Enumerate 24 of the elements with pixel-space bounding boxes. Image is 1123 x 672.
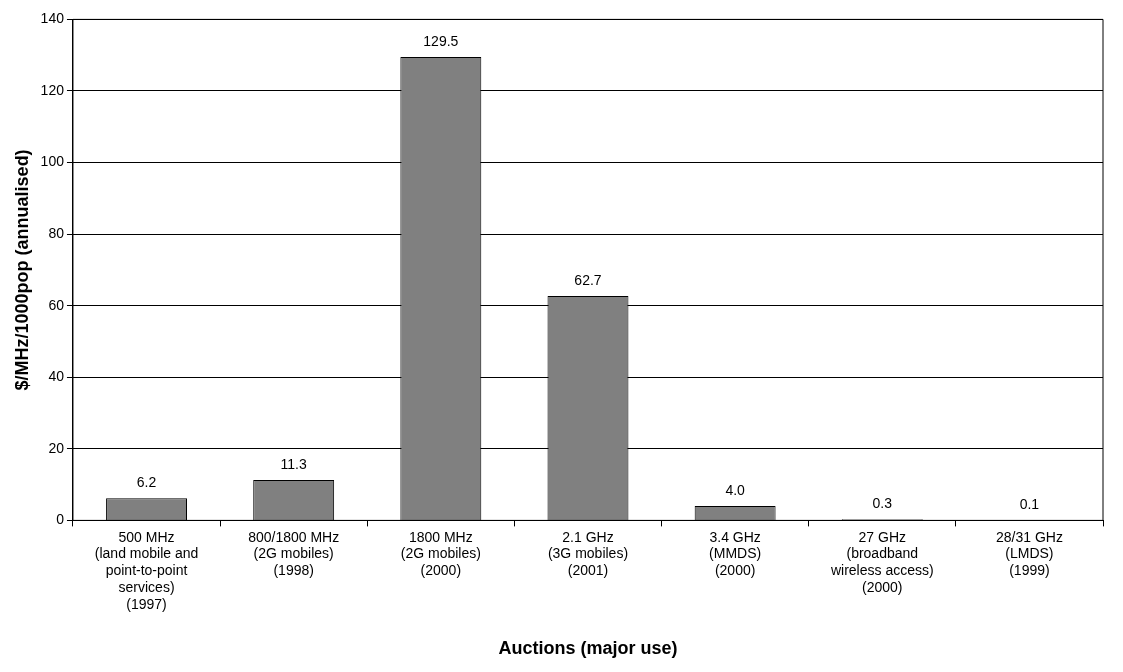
data-label: 62.7 bbox=[574, 271, 602, 288]
y-tick-label: 60 bbox=[48, 296, 65, 313]
x-tick-label: 3.4 GHz (MMDS) (2000) bbox=[709, 528, 762, 579]
y-tick-label: 20 bbox=[48, 439, 65, 456]
y-axis-title: $/MHz/1000pop (annualised) bbox=[11, 149, 32, 391]
y-tick-label: 100 bbox=[40, 153, 65, 170]
data-label: 6.2 bbox=[136, 474, 157, 491]
x-tick-label: 28/31 GHz (LMDS) (1999) bbox=[995, 528, 1063, 579]
x-axis-title: Auctions (major use) bbox=[498, 638, 678, 659]
data-label: 0.3 bbox=[872, 495, 893, 512]
x-tick-label: 1800 MHz (2G mobiles) (2000) bbox=[400, 528, 481, 579]
y-tick-label: 140 bbox=[40, 10, 65, 27]
data-label: 4.0 bbox=[725, 481, 746, 498]
x-tick-label: 27 GHz (broadband wireless access) (2000) bbox=[829, 528, 934, 596]
data-label: 0.1 bbox=[1019, 495, 1040, 512]
x-tick-label: 2.1 GHz (3G mobiles) (2001) bbox=[547, 528, 629, 579]
data-label: 11.3 bbox=[280, 455, 307, 472]
y-tick-label: 0 bbox=[56, 511, 65, 528]
y-tick-label: 120 bbox=[40, 81, 65, 98]
x-tick-label: 800/1800 MHz (2G mobiles) (1998) bbox=[248, 528, 340, 579]
data-label: 129.5 bbox=[423, 32, 459, 49]
y-tick-label: 80 bbox=[48, 224, 65, 241]
y-tick-label: 40 bbox=[48, 368, 65, 385]
x-tick-label: 500 MHz (land mobile and point-to-point services) (1997) bbox=[94, 528, 199, 612]
